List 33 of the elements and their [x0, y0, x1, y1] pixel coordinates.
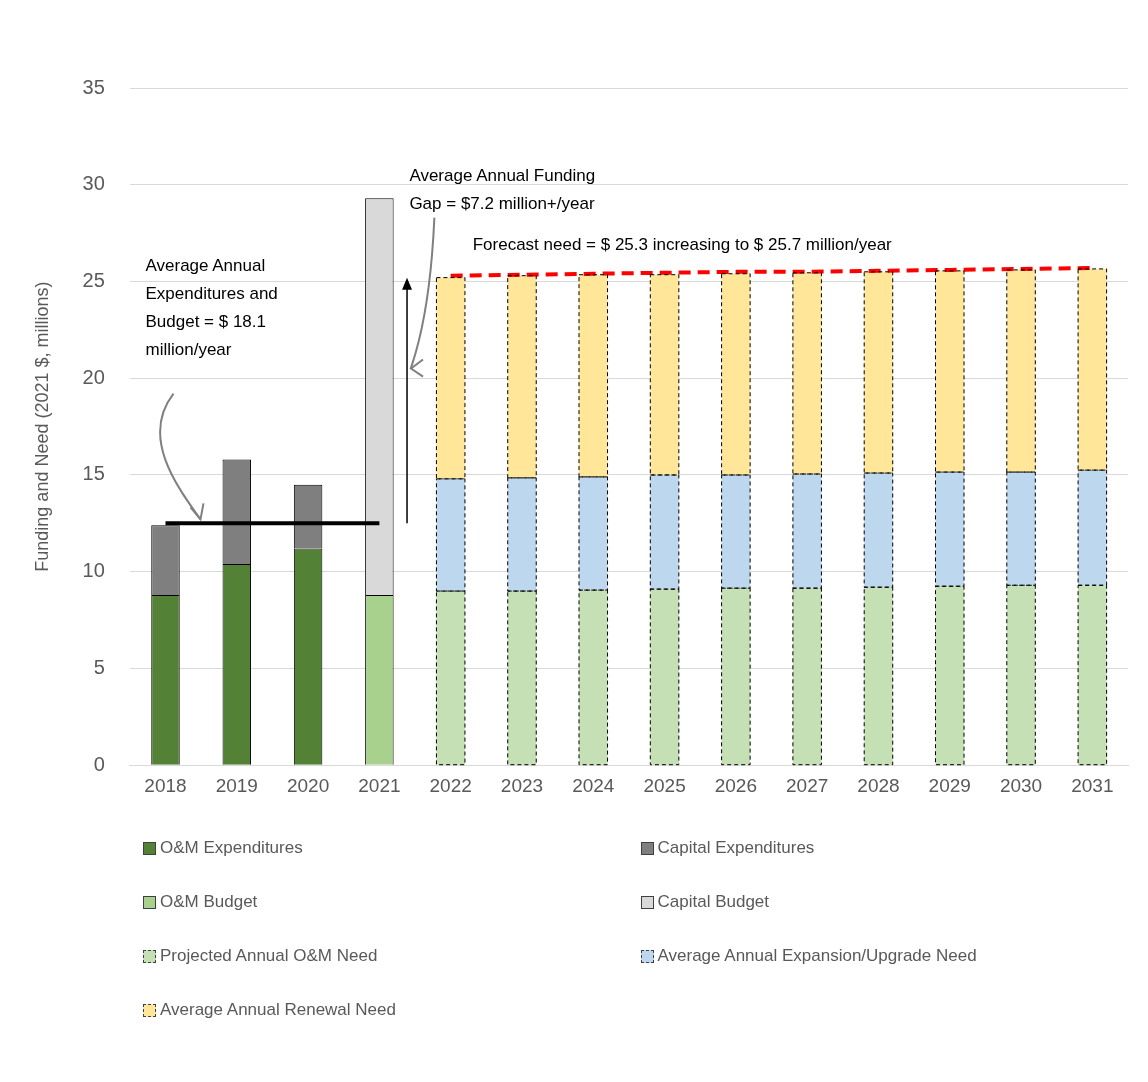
x-tick-label: 2023	[500, 774, 544, 796]
y-tick-label: 25	[82, 269, 105, 291]
legend-label: Average Annual Renewal Need	[160, 1000, 396, 1020]
legend-label: Projected Annual O&M Need	[160, 946, 378, 966]
annotation: Average Annual Funding Gap = $7.2 million+/year	[409, 164, 597, 215]
x-tick-label: 2025	[643, 774, 686, 796]
annotation: Forecast need = $ 25.3 increasing to $ 25.7 million/year	[472, 235, 892, 256]
y-tick-label: 35	[82, 75, 105, 98]
x-tick-label: 2027	[786, 774, 829, 796]
y-tick-label: 10	[82, 559, 105, 582]
x-tick-label: 2031	[1071, 774, 1114, 796]
y-tick-label: 30	[82, 172, 105, 195]
x-tick-label: 2021	[358, 774, 401, 796]
legend-label: Capital Budget	[657, 892, 770, 912]
y-axis-title: Funding and Need (2021 $, millions)	[31, 281, 52, 572]
y-tick-label: 20	[82, 365, 105, 388]
x-tick-label: 2026	[714, 774, 758, 796]
annotation: Average Annual Expenditures and Budget = $ 18.1 million/year	[145, 255, 279, 362]
y-tick-label: 0	[93, 752, 105, 775]
y-tick-label: 15	[82, 462, 105, 485]
y-tick-label: 5	[93, 655, 105, 678]
x-tick-label: 2024	[572, 774, 615, 796]
x-tick-label: 2030	[999, 774, 1043, 796]
legend-label: Capital Expenditures	[657, 838, 815, 858]
x-tick-label: 2018	[144, 774, 187, 796]
x-tick-label: 2022	[429, 774, 472, 796]
x-tick-label: 2020	[286, 774, 330, 796]
legend-label: Average Annual Expansion/Upgrade Need	[657, 946, 977, 966]
x-tick-label: 2029	[928, 774, 971, 796]
legend-label: O&M Budget	[160, 892, 258, 912]
x-tick-label: 2019	[215, 774, 258, 796]
x-tick-label: 2028	[857, 774, 900, 796]
legend-label: O&M Expenditures	[160, 838, 303, 858]
